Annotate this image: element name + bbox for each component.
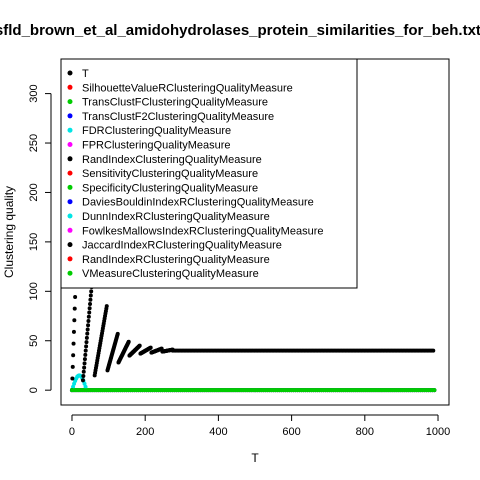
- legend-marker: [67, 170, 73, 176]
- legend-marker: [67, 213, 73, 219]
- x-tick-label: 400: [209, 426, 227, 438]
- black-point: [86, 323, 91, 328]
- black-point: [87, 310, 92, 315]
- black-point: [71, 329, 76, 334]
- legend-marker: [67, 242, 73, 248]
- black-point: [81, 374, 86, 379]
- legend-label: TransClustFClusteringQualityMeasure: [82, 97, 268, 109]
- black-point: [85, 327, 90, 332]
- chart-title: /sfld_brown_et_al_amidohydrolases_protei…: [0, 22, 480, 39]
- legend-box: [60, 58, 358, 289]
- black-point: [87, 306, 92, 311]
- black-point: [84, 344, 89, 349]
- black-point: [88, 302, 93, 307]
- legend-marker: [67, 99, 73, 105]
- x-axis-label: T: [251, 451, 259, 465]
- black-point: [71, 353, 76, 358]
- legend-label: TransClustF2ClusteringQualityMeasure: [82, 111, 274, 123]
- x-tick-label: 200: [136, 426, 154, 438]
- x-tick-label: 1000: [426, 426, 450, 438]
- legend-label: SpecificityClusteringQualityMeasure: [82, 182, 258, 194]
- cyan-point: [71, 384, 76, 389]
- legend-label: DunnIndexRClusteringQualityMeasure: [82, 211, 270, 223]
- legend-marker: [67, 127, 73, 133]
- black-point: [84, 340, 89, 345]
- black-point: [126, 339, 131, 344]
- black-point: [137, 343, 142, 348]
- black-point: [73, 294, 78, 299]
- legend-marker: [67, 84, 73, 90]
- black-point: [148, 345, 153, 350]
- black-point: [72, 318, 77, 323]
- black-point: [88, 297, 93, 302]
- legend-label: JaccardIndexRClusteringQualityMeasure: [82, 240, 282, 252]
- black-point: [81, 369, 86, 374]
- black-point: [83, 352, 88, 357]
- cyan-point: [83, 384, 88, 389]
- baseline-point: [432, 388, 437, 393]
- y-tick-label: 50: [28, 335, 40, 347]
- black-point: [70, 364, 75, 369]
- legend-label: VMeasureClusteringQualityMeasure: [82, 268, 259, 280]
- black-point: [86, 314, 91, 319]
- y-tick-label: 250: [28, 134, 40, 152]
- black-point: [84, 335, 89, 340]
- y-tick-label: 200: [28, 183, 40, 201]
- black-point: [82, 365, 87, 370]
- axes-layer: 0 200 400 600 800 1000 0 50 100 150 200 250 300: [28, 84, 450, 438]
- data-points-layer: [69, 61, 437, 393]
- y-axis-label: Clustering quality: [2, 186, 16, 278]
- black-point: [72, 306, 77, 311]
- y-tick-label: 150: [28, 233, 40, 251]
- x-tick-label: 600: [282, 426, 300, 438]
- legend-marker: [67, 113, 73, 119]
- legend-marker: [67, 70, 73, 76]
- black-point: [82, 357, 87, 362]
- legend-label: FowlkesMallowsIndexRClusteringQualityMea…: [82, 225, 323, 237]
- legend-marker: [67, 184, 73, 190]
- legend-label: RandIndexClusteringQualityMeasure: [82, 154, 262, 166]
- black-point: [431, 348, 436, 353]
- legend-label: DaviesBouldinIndexRClusteringQualityMeas…: [82, 197, 314, 209]
- legend-marker: [67, 156, 73, 162]
- black-point: [104, 304, 109, 309]
- black-point: [86, 318, 91, 323]
- legend-label: SilhouetteValueRClusteringQualityMeasure: [82, 82, 293, 94]
- black-point: [88, 293, 93, 298]
- legend-marker: [67, 142, 73, 147]
- black-point: [82, 361, 87, 366]
- black-point: [115, 331, 120, 336]
- legend-label: T: [82, 68, 89, 80]
- legend: T SilhouetteValueRClusteringQualityMeasur…: [60, 58, 358, 289]
- x-tick-label: 0: [69, 426, 75, 438]
- legend-marker: [67, 227, 73, 233]
- black-point: [80, 378, 85, 383]
- legend-marker: [67, 270, 73, 276]
- legend-label: SensitivityClusteringQualityMeasure: [82, 168, 258, 180]
- black-point: [85, 331, 90, 336]
- legend-label: FDRClusteringQualityMeasure: [82, 125, 231, 137]
- y-tick-label: 0: [28, 387, 40, 393]
- x-tick-label: 800: [356, 426, 374, 438]
- legend-label: RandIndexRClusteringQualityMeasure: [82, 254, 270, 266]
- black-point: [70, 376, 75, 381]
- black-point: [71, 341, 76, 346]
- black-point: [83, 348, 88, 353]
- legend-marker: [67, 256, 73, 262]
- y-tick-label: 300: [28, 84, 40, 102]
- legend-marker: [67, 199, 73, 205]
- black-point: [89, 289, 94, 294]
- cyan-point: [82, 381, 87, 386]
- legend-label: FPRClusteringQualityMeasure: [82, 140, 231, 152]
- y-tick-label: 100: [28, 282, 40, 300]
